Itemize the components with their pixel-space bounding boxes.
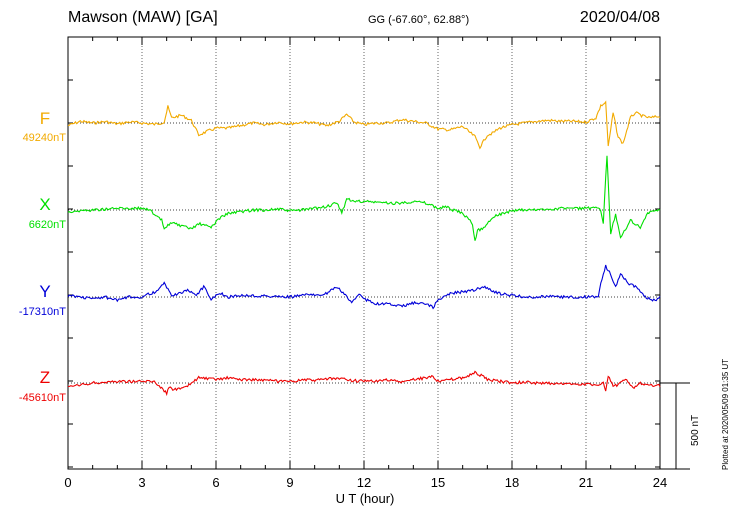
x-tick-label: 0 <box>64 475 72 490</box>
x-tick-label: 12 <box>356 475 372 490</box>
station-title: Mawson (MAW) [GA] <box>68 9 218 26</box>
series-line-x <box>67 155 661 241</box>
x-tick-label: 9 <box>286 475 294 490</box>
baseline-label-x: 6620nT <box>28 219 66 231</box>
series-line-y <box>67 264 661 310</box>
x-tick-label: 18 <box>504 475 520 490</box>
scale-bar-label: 500 nT <box>690 414 701 446</box>
baseline-label-y: -17310nT <box>18 306 66 318</box>
component-label-x: X <box>39 195 51 214</box>
baseline-label-f: 49240nT <box>22 132 66 144</box>
plotted-timestamp: Plotted at 2020/05/09 01:35 UT <box>721 358 730 470</box>
x-tick-label: 6 <box>212 475 220 490</box>
x-axis-label: U T (hour) <box>335 491 395 506</box>
baseline-label-z: -45610nT <box>18 392 66 404</box>
x-tick-label: 24 <box>652 475 668 490</box>
x-tick-label: 3 <box>138 475 146 490</box>
x-tick-label: 21 <box>578 475 594 490</box>
date-label: 2020/04/08 <box>579 9 660 26</box>
component-label-z: Z <box>39 368 51 387</box>
x-tick-label: 15 <box>430 475 446 490</box>
series-line-z <box>68 370 661 397</box>
series-line-f <box>67 100 661 150</box>
component-label-f: F <box>39 109 51 128</box>
component-label-y: Y <box>39 282 51 301</box>
coordinate-label: GG (-67.60°, 62.88°) <box>368 14 470 26</box>
